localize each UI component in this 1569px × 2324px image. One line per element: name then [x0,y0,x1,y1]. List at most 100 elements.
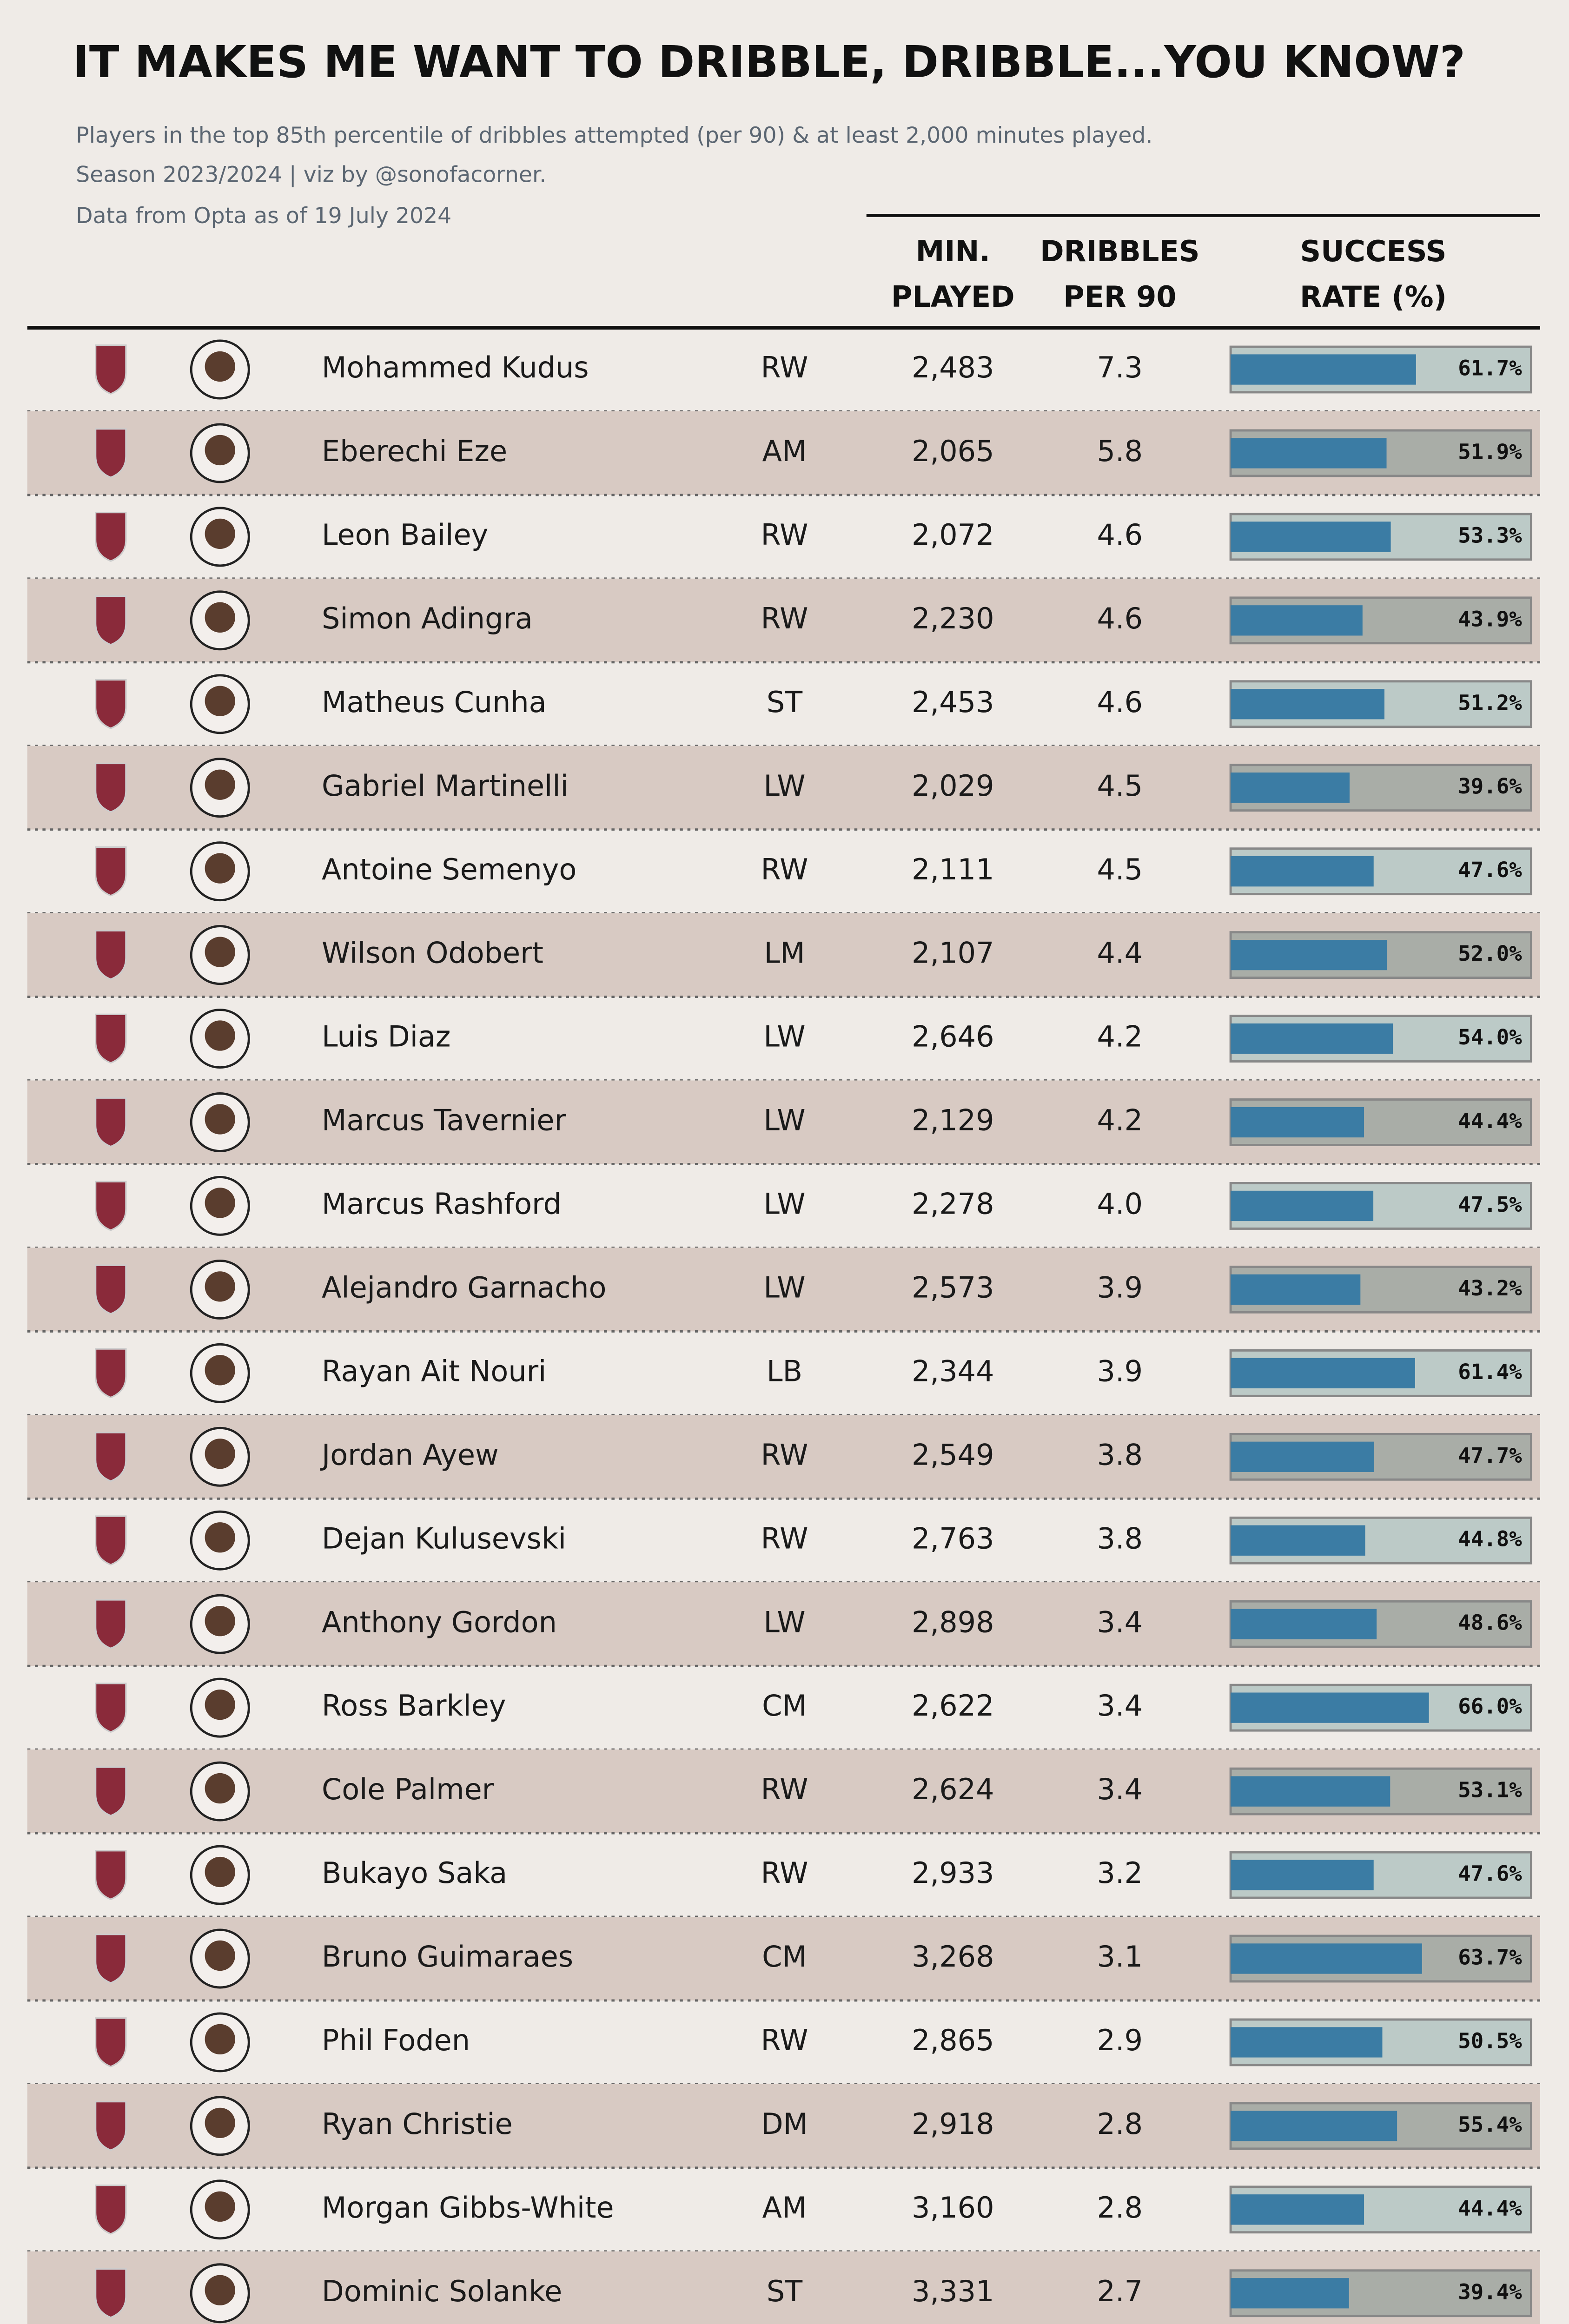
success-label: 47.5% [1458,1192,1522,1217]
minutes: 2,278 [912,1187,994,1221]
minutes: 2,065 [912,434,994,468]
minutes: 2,918 [912,2107,994,2141]
position: RW [761,852,808,886]
position: ST [767,2274,803,2308]
club-badge [95,428,127,478]
club-badge [95,2268,127,2318]
success-bar [1231,1609,1377,1639]
position: LW [763,1271,805,1305]
column-header: RATE (%) [1300,280,1447,314]
club-badge [95,1348,127,1399]
position: RW [761,1856,808,1890]
success-label: 55.4% [1458,2112,1522,2137]
player-name: Eberechi Eze [322,434,507,468]
success-bar [1231,1023,1393,1054]
player-name: Marcus Rashford [322,1187,562,1221]
success-label: 44.8% [1458,1527,1522,1552]
minutes: 2,646 [912,1020,994,1054]
player-name: Phil Foden [322,2023,470,2057]
success-bar [1231,522,1391,552]
player-face [205,2107,235,2138]
dribbles: 4.5 [1097,852,1143,886]
position: CM [762,1689,807,1723]
success-bar [1231,772,1350,803]
success-label: 44.4% [1458,1109,1522,1133]
position: LW [763,1020,805,1054]
position: RW [761,518,808,552]
success-label: 61.7% [1458,356,1522,381]
player-face [205,1856,235,1888]
club-badge [95,1181,127,1231]
player-name: Cole Palmer [322,1772,494,1806]
dribbles: 3.4 [1097,1689,1143,1723]
player-face [205,853,235,884]
player-name: Antoine Semenyo [322,852,576,886]
dribbles: 4.4 [1097,936,1143,970]
dribbles: 2.8 [1097,2191,1143,2225]
success-label: 47.6% [1458,1862,1522,1886]
club-badge [95,1599,127,1650]
dribbles: 3.4 [1097,1605,1143,1639]
success-label: 51.2% [1458,690,1522,715]
club-badge [95,762,127,813]
player-face [205,518,235,549]
player-name: Marcus Tavernier [322,1103,567,1137]
dribbles: 3.2 [1097,1856,1143,1890]
success-bar [1231,939,1387,971]
minutes: 2,453 [912,685,994,719]
success-label: 48.6% [1458,1611,1522,1635]
success-bar [1231,605,1363,636]
player-face [205,769,235,800]
club-badge [95,930,127,980]
column-header: PER 90 [1063,280,1176,314]
position: ST [767,685,803,719]
success-bar [1231,1274,1361,1305]
player-name: Morgan Gibbs-White [322,2191,614,2225]
club-badge [95,846,127,897]
player-face [205,1940,235,1971]
minutes: 2,624 [912,1772,994,1806]
success-bar [1231,438,1387,469]
subtitle: Season 2023/2024 | viz by @sonofacorner. [76,162,546,188]
club-badge [95,2101,127,2151]
club-badge [95,2017,127,2067]
player-name: Bruno Guimaraes [322,1940,573,1974]
success-bar [1231,2278,1349,2309]
position: LB [767,1354,802,1388]
position: LW [763,1187,805,1221]
club-badge [95,1432,127,1482]
dribbles: 3.9 [1097,1354,1143,1388]
column-header: DRIBBLES [1040,234,1199,268]
success-label: 53.3% [1458,523,1522,548]
position: RW [761,350,808,384]
minutes: 2,129 [912,1103,994,1137]
minutes: 2,573 [912,1271,994,1305]
minutes: 2,622 [912,1689,994,1723]
minutes: 2,483 [912,350,994,384]
success-label: 43.2% [1458,1276,1522,1301]
club-badge [95,679,127,729]
dribbles: 3.4 [1097,1772,1143,1806]
success-label: 52.0% [1458,941,1522,966]
subtitle: Data from Opta as of 19 July 2024 [76,203,451,229]
minutes: 2,933 [912,1856,994,1890]
position: RW [761,1438,808,1472]
success-bar [1231,2194,1364,2225]
success-bar [1231,1776,1390,1807]
player-name: Ryan Christie [322,2107,513,2141]
minutes: 2,549 [912,1438,994,1472]
dribbles: 5.8 [1097,434,1143,468]
player-face [205,686,235,716]
success-label: 39.6% [1458,774,1522,799]
success-label: 47.7% [1458,1443,1522,1468]
success-bar [1231,1358,1415,1388]
success-label: 43.9% [1458,607,1522,631]
dribbles: 7.3 [1097,350,1143,384]
player-face [205,937,235,967]
player-name: Simon Adingra [322,601,533,635]
player-name: Leon Bailey [322,518,488,552]
minutes: 2,344 [912,1354,994,1388]
success-label: 44.4% [1458,2196,1522,2220]
